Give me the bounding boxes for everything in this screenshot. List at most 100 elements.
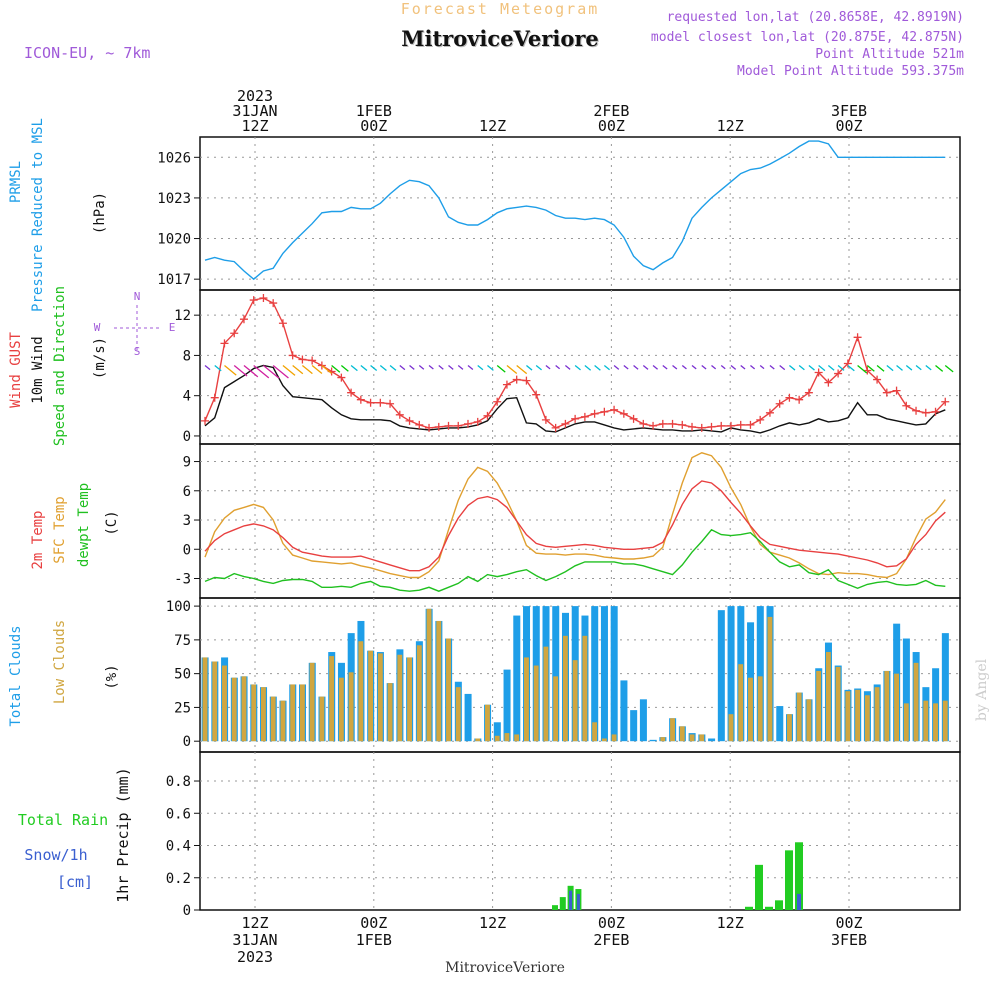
gust-marker xyxy=(921,408,930,417)
sfc-temp-line xyxy=(204,452,946,579)
dewpt-line xyxy=(204,528,946,592)
low-cloud-bar xyxy=(874,687,880,742)
low-cloud-bar xyxy=(894,673,899,742)
wind-direction-arrow xyxy=(243,364,259,378)
top-time-label: 31JAN xyxy=(232,102,277,120)
gust-marker xyxy=(463,419,472,428)
low-clouds-label: Low Clouds xyxy=(52,620,68,704)
total-cloud-bar xyxy=(610,606,618,742)
gust-marker xyxy=(717,421,726,430)
wind-direction-arrow xyxy=(272,364,289,379)
low-cloud-bar xyxy=(806,699,812,742)
point-altitude: Point Altitude 521m xyxy=(815,47,964,62)
gust-marker xyxy=(834,369,843,378)
low-cloud-bar xyxy=(748,677,753,742)
wind-direction-arrow xyxy=(711,364,717,370)
gust-marker xyxy=(824,378,833,387)
top-time-label: 3FEB xyxy=(831,102,867,120)
gust-marker xyxy=(493,397,502,406)
y-tick-label: 8 xyxy=(183,348,191,364)
wind-direction-arrow xyxy=(292,364,304,375)
gust-marker xyxy=(395,410,404,419)
top-time-label: 00Z xyxy=(598,117,625,135)
total-cloud-bar xyxy=(513,615,521,742)
total-cloud-bar xyxy=(591,606,599,742)
wind-unit: (m/s) xyxy=(92,337,108,379)
y-tick-label: 0.8 xyxy=(166,774,191,790)
y-tick-label: 1017 xyxy=(157,272,191,288)
low-cloud-bar xyxy=(543,646,549,742)
top-time-label: 12Z xyxy=(479,117,506,135)
wind-direction-arrow xyxy=(857,364,868,374)
gust-marker xyxy=(249,296,258,305)
wind-direction-arrow xyxy=(818,364,826,372)
total-clouds-label: Total Clouds xyxy=(8,625,24,726)
gust-marker xyxy=(795,395,804,404)
gust-marker xyxy=(425,423,434,432)
low-cloud-bar xyxy=(485,704,490,742)
gust-marker xyxy=(765,408,774,417)
gust-marker xyxy=(619,409,628,418)
bottom-time-label: 2FEB xyxy=(593,931,629,949)
gust-marker xyxy=(269,299,278,308)
gust-marker xyxy=(541,415,550,424)
gust-marker xyxy=(356,395,365,404)
wind-direction-arrow xyxy=(613,364,620,370)
wind-direction-arrow xyxy=(603,364,610,371)
total-cloud-bar xyxy=(493,722,501,742)
wind-direction-arrow xyxy=(224,364,237,376)
wind-direction-arrow xyxy=(321,364,332,374)
gust-marker xyxy=(259,294,268,303)
wind-direction-arrow xyxy=(652,364,658,370)
y-tick-label: 0 xyxy=(183,429,191,445)
gust-marker xyxy=(668,419,677,428)
compass-w: W xyxy=(94,321,101,334)
gust-marker xyxy=(551,423,560,432)
bottom-time-label: 12Z xyxy=(241,914,268,932)
gust-marker xyxy=(941,397,950,406)
gust-marker xyxy=(308,356,317,365)
chart-title: Forecast Meteogram xyxy=(400,0,600,18)
bottom-time-label: 00Z xyxy=(598,914,625,932)
y-tick-label: 1020 xyxy=(157,232,191,248)
wind-direction-arrow xyxy=(564,364,571,370)
gust-marker xyxy=(444,421,453,430)
snow-bar xyxy=(797,893,801,910)
low-cloud-bar xyxy=(319,696,325,742)
compass-s: S xyxy=(134,345,141,358)
top-time-label: 00Z xyxy=(835,117,862,135)
total-cloud-bar xyxy=(902,638,910,742)
rain-bar xyxy=(765,906,773,910)
gust-marker xyxy=(337,373,346,382)
wind-direction-arrow xyxy=(672,364,678,370)
wind-direction-arrow xyxy=(701,364,707,370)
top-time-label: 12Z xyxy=(717,117,744,135)
y-tick-label: 0 xyxy=(183,903,191,919)
gust-marker xyxy=(230,329,239,338)
low-cloud-bar xyxy=(397,654,403,742)
wind-direction-arrow xyxy=(399,364,406,371)
wind-direction-arrow xyxy=(837,364,845,371)
precip-unit-label: 1hr Precip (mm) xyxy=(114,767,132,902)
gust-marker xyxy=(561,419,570,428)
panel-frame-0 xyxy=(199,136,961,291)
wind-gust-line xyxy=(204,297,946,429)
wind-direction-arrow xyxy=(866,364,875,372)
gust-marker xyxy=(317,361,326,370)
gust-marker xyxy=(376,398,385,407)
gust-marker xyxy=(658,419,667,428)
total-cloud-bar xyxy=(776,706,784,742)
temp-unit: (C) xyxy=(104,510,120,535)
total-cloud-bar xyxy=(600,606,608,742)
wind-direction-arrow xyxy=(477,364,484,371)
wind-direction-arrow xyxy=(896,364,903,371)
gust-marker xyxy=(580,412,589,421)
gust-marker xyxy=(347,388,356,397)
gust-marker xyxy=(814,368,823,377)
wind-direction-arrow xyxy=(740,364,746,370)
wind-direction-arrow xyxy=(282,364,296,376)
rain-bar xyxy=(755,864,763,910)
gust-marker xyxy=(502,380,511,389)
low-cloud-bar xyxy=(280,700,286,742)
